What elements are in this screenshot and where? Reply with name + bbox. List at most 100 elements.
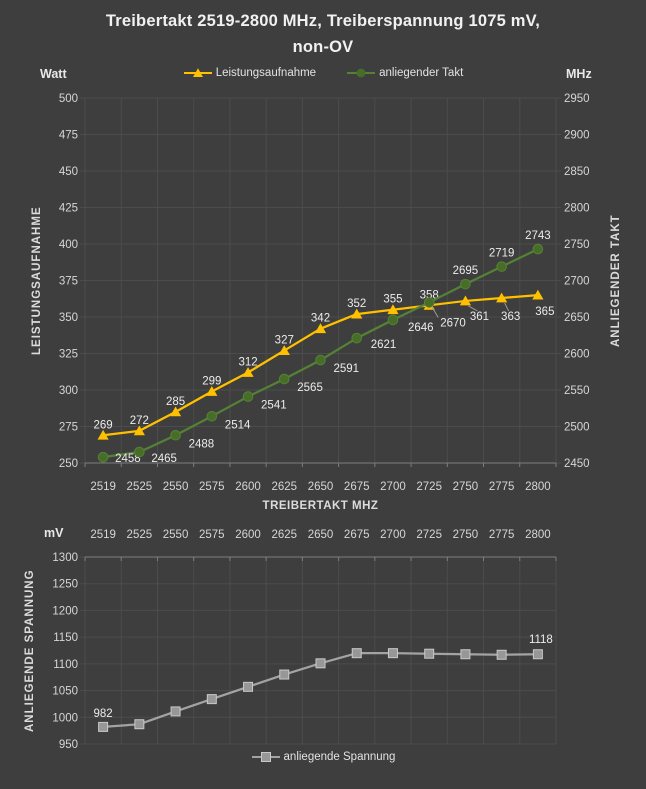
data-label: 2621 — [371, 339, 397, 351]
data-label-leader — [468, 305, 478, 312]
clock-series-marker — [460, 278, 471, 290]
y-tick-label-left: 1150 — [53, 632, 78, 644]
x-tick-label: 2800 — [525, 481, 551, 493]
voltage-series-marker — [279, 669, 290, 680]
power-series-marker — [133, 425, 145, 436]
voltage-series-marker — [206, 694, 217, 705]
clock-series-marker — [242, 391, 254, 402]
y-tick-label-right: 2700 — [564, 276, 590, 288]
data-label: 272 — [130, 415, 149, 427]
voltage-series-marker — [460, 649, 471, 660]
voltage-series-marker — [315, 658, 326, 669]
x-tick-label: 2525 — [127, 529, 153, 541]
clock-series-marker — [206, 410, 218, 422]
power-series-marker — [206, 386, 218, 396]
y-tick-label-left: 950 — [59, 739, 78, 751]
x-tick-label: 2675 — [344, 481, 370, 493]
chart-title-line2: non-OV — [292, 38, 354, 56]
y-tick-label-right: 2500 — [564, 422, 590, 434]
x-tick-label: 2650 — [308, 481, 334, 493]
x-tick-label: 2775 — [489, 529, 515, 541]
voltage-series-marker — [243, 681, 254, 692]
x-tick-label: 2725 — [416, 529, 442, 541]
data-label: 2695 — [453, 265, 479, 277]
power-series-marker — [97, 429, 109, 440]
x-tick-label: 2519 — [90, 529, 116, 541]
data-label: 355 — [383, 294, 402, 306]
data-label: 2719 — [489, 248, 515, 260]
data-label: 312 — [238, 356, 257, 368]
power-series-legend-icon — [183, 68, 212, 77]
chart-title: Treibertakt 2519-2800 MHz, Treiberspannu… — [0, 8, 646, 60]
y-tick-label-left: 325 — [59, 349, 78, 361]
x-tick-label: 2525 — [127, 481, 153, 493]
voltage-series-marker — [496, 649, 507, 660]
x-tick-label: 2575 — [199, 481, 225, 493]
x-tick-label: 2600 — [235, 529, 261, 541]
power-series-marker — [496, 292, 508, 303]
legend-label: anliegende Spannung — [283, 751, 396, 763]
x-tick-label: 2625 — [271, 529, 297, 541]
clock-series-marker — [134, 446, 145, 458]
y-tick-label-left: 375 — [59, 276, 78, 288]
y-tick-label-right: 2650 — [564, 312, 590, 324]
bottom-chart-legend: anliegende Spannung — [0, 751, 646, 763]
clock-series-legend-icon — [347, 68, 376, 78]
data-label: 299 — [202, 375, 221, 387]
clock-series-marker — [97, 451, 109, 463]
voltage-series-marker — [98, 721, 109, 732]
y-tick-label-left: 500 — [59, 93, 78, 105]
clock-series-marker — [496, 261, 507, 272]
clock-series-marker — [387, 314, 399, 326]
power-series-marker — [314, 323, 327, 334]
voltage-series-marker — [424, 648, 435, 659]
y-tick-label-left: 1100 — [53, 659, 78, 671]
y-tick-label-left: 450 — [59, 166, 78, 178]
data-label: 982 — [94, 708, 113, 720]
y-tick-label-right: 2850 — [564, 166, 590, 178]
data-label: 2458 — [115, 453, 141, 465]
voltage-series-marker — [134, 719, 145, 730]
x-tick-label: 2625 — [271, 481, 297, 493]
data-label: 365 — [535, 306, 554, 318]
voltage-series-marker — [387, 648, 398, 659]
voltage-series-marker — [170, 706, 181, 717]
clock-series-marker — [423, 297, 435, 308]
data-label: 285 — [166, 396, 185, 408]
data-label: 2514 — [225, 419, 251, 431]
top-chart-legend: Leistungsaufnahme anliegender Takt — [0, 67, 646, 79]
data-label: 363 — [501, 311, 520, 323]
data-label: 352 — [347, 298, 366, 310]
data-label: 2541 — [261, 400, 287, 412]
y-tick-label-right: 2750 — [564, 239, 590, 251]
data-label: 1118 — [529, 634, 553, 646]
y-tick-label-left: 1000 — [52, 712, 78, 724]
x-tick-label: 2675 — [344, 529, 370, 541]
y-tick-label-left: 425 — [59, 203, 78, 215]
data-label: 2465 — [151, 453, 177, 465]
data-label-leader — [504, 302, 510, 312]
power-series-marker — [351, 308, 363, 319]
data-label: 342 — [311, 313, 330, 325]
x-tick-label: 2750 — [453, 529, 479, 541]
right-axis-unit-mhz: MHz — [566, 67, 592, 81]
x-tick-label: 2600 — [235, 481, 261, 493]
y-tick-label-right: 2550 — [564, 385, 590, 397]
legend-label: Leistungsaufnahme — [215, 67, 317, 79]
x-tick-label: 2700 — [380, 481, 406, 493]
data-label: 2743 — [525, 230, 551, 242]
power-series-marker — [532, 289, 544, 300]
x-tick-label: 2519 — [90, 481, 116, 493]
data-label: 269 — [94, 419, 113, 431]
clock-series-marker — [315, 354, 326, 366]
data-label: 2591 — [334, 363, 360, 375]
voltage-axis-unit-mv: mV — [44, 526, 64, 540]
data-label: 358 — [420, 289, 439, 301]
clock-series-marker — [351, 332, 363, 344]
y-tick-label-left: 400 — [59, 239, 78, 251]
power-series-marker — [242, 367, 254, 377]
chart-title-line1: Treibertakt 2519-2800 MHz, Treiberspannu… — [105, 12, 541, 30]
power-series-marker — [169, 406, 182, 417]
y-tick-label-left: 350 — [59, 312, 78, 324]
